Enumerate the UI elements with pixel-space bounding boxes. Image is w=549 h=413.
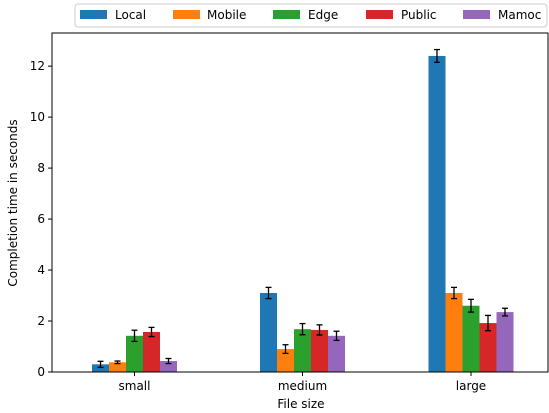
legend-label-mobile: Mobile: [207, 8, 246, 22]
bar-public-medium: [311, 329, 328, 372]
x-tick-label-medium: medium: [278, 379, 327, 393]
bar-mamoc-medium: [328, 335, 345, 372]
bar-edge-medium: [294, 329, 311, 372]
legend-swatch-edge: [273, 10, 300, 19]
error-bar-local-large: [434, 48, 440, 63]
legend-label-local: Local: [115, 8, 146, 22]
error-bar-edge-large: [468, 298, 474, 313]
legend-label-mamoc: Mamoc: [498, 8, 541, 22]
bar-edge-large: [462, 305, 480, 372]
error-bar-public-small: [148, 326, 155, 338]
legend-swatch-public: [366, 10, 393, 19]
x-tick-label-large: large: [456, 379, 486, 393]
error-bar-local-medium: [265, 286, 272, 300]
error-bar-mobile-medium: [282, 344, 289, 355]
bar-local-large: [428, 55, 446, 372]
bars: [92, 55, 514, 372]
x-tick-label-small: small: [119, 379, 151, 393]
error-bar-public-large: [485, 314, 491, 332]
legend: Local Mobile Edge Public Mamoc: [74, 3, 548, 28]
error-bar-edge-small: [131, 329, 138, 343]
legend-item-mamoc: Mamoc: [463, 8, 541, 22]
legend-item-edge: Edge: [273, 8, 338, 22]
bar-mobile-large: [445, 292, 463, 372]
error-bar-mamoc-medium: [333, 330, 340, 342]
y-tick-label: 6: [37, 212, 45, 226]
bar-mobile-medium: [277, 349, 294, 372]
legend-label-edge: Edge: [308, 8, 338, 22]
y-tick-label: 12: [30, 59, 45, 73]
error-bar-edge-medium: [299, 322, 306, 336]
legend-frame: [74, 3, 548, 28]
bar-mobile-small: [109, 362, 126, 372]
legend-item-mobile: Mobile: [173, 8, 246, 22]
bar-public-large: [479, 323, 497, 372]
error-bar-mobile-large: [451, 286, 457, 300]
legend-swatch-mobile: [173, 10, 200, 19]
legend-item-local: Local: [80, 8, 146, 22]
legend-swatch-mamoc: [463, 10, 490, 19]
error-bar-mobile-small: [114, 360, 121, 365]
plot-frame: [51, 32, 549, 373]
x-axis: small medium large: [119, 372, 486, 393]
y-tick-label: 2: [37, 314, 45, 328]
bar-public-small: [143, 331, 160, 372]
y-tick-label: 4: [37, 263, 45, 277]
error-bars: [97, 48, 508, 369]
y-tick-label: 0: [37, 365, 45, 379]
error-bar-mamoc-small: [165, 357, 172, 365]
bar-local-medium: [260, 292, 277, 372]
y-axis-label: Completion time in seconds: [6, 119, 20, 286]
legend-item-public: Public: [366, 8, 437, 22]
bar-mamoc-small: [160, 361, 177, 372]
error-bar-public-medium: [316, 324, 323, 336]
error-bar-local-small: [97, 360, 104, 369]
y-tick-label: 10: [30, 110, 45, 124]
x-axis-label: File size: [277, 397, 324, 411]
bar-local-small: [92, 364, 109, 372]
y-tick-label: 8: [37, 161, 45, 175]
bar-edge-small: [126, 335, 143, 372]
bar-mamoc-large: [496, 312, 514, 372]
error-bar-mamoc-large: [502, 307, 508, 317]
y-axis: 0 2 4 6 8 10 12: [30, 59, 52, 379]
legend-label-public: Public: [401, 8, 437, 22]
legend-swatch-local: [80, 10, 107, 19]
